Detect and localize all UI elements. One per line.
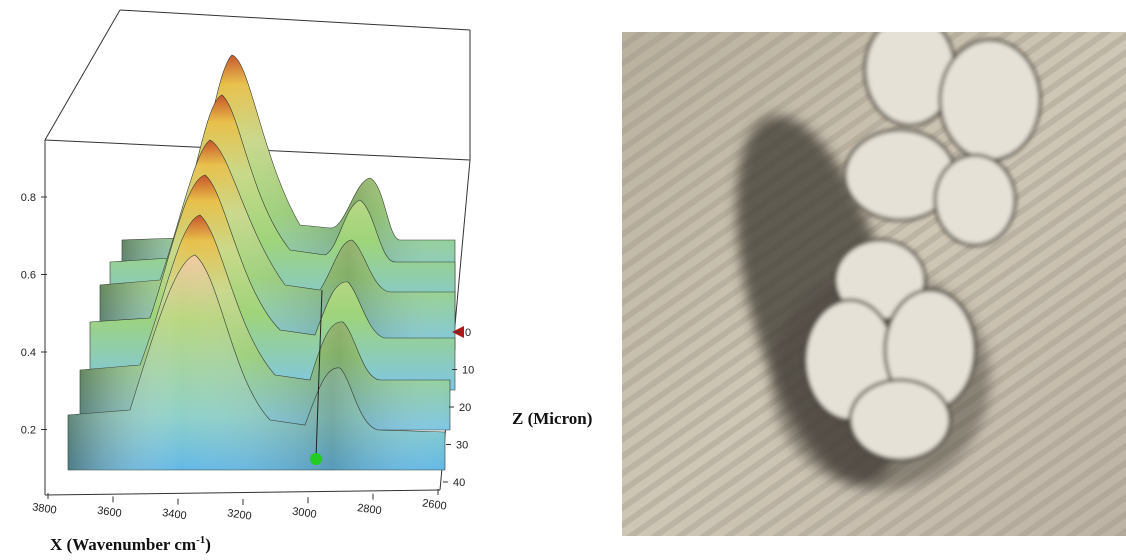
- figure-canvas: X (Wavenumber cm-1) Z (Micron) 0.8 0.6 0.4…: [0, 0, 1126, 560]
- intensity-tick-label: 0.6: [21, 270, 36, 282]
- figure: X (Wavenumber cm-1) Z (Micron) 0.8 0.6 0.4…: [0, 0, 1126, 560]
- cursor-marker: [310, 453, 322, 465]
- depth-tick-label: 20: [459, 402, 471, 414]
- x-axis-label-text: X (Wavenumber cm: [50, 535, 196, 554]
- x-axis-label: X (Wavenumber cm-1): [50, 534, 211, 554]
- depth-tick-label: 30: [456, 440, 468, 452]
- x-axis-label-close: ): [205, 535, 211, 554]
- z-axis-label: Z (Micron): [512, 409, 592, 428]
- depth-tick-label: 10: [462, 365, 474, 377]
- wavenumber-tick-label: 2800: [356, 502, 382, 517]
- wavenumber-tick-label: 2600: [421, 497, 447, 512]
- intensity-tick-label: 0.8: [21, 192, 36, 204]
- wavenumber-tick-label: 3800: [31, 501, 57, 516]
- depth-tick-label: 40: [453, 477, 465, 489]
- wavenumber-tick-label: 3600: [96, 505, 122, 520]
- x-axis-label-sup: -1: [196, 534, 205, 546]
- intensity-tick-label: 0.2: [21, 425, 36, 437]
- wavenumber-tick-label: 3200: [226, 507, 252, 522]
- wavenumber-tick-label: 3400: [161, 507, 187, 522]
- intensity-tick-label: 0.4: [21, 347, 36, 359]
- depth-tick-label: 0: [465, 327, 471, 339]
- microscope-image: [622, 15, 1126, 536]
- wavenumber-tick-label: 3000: [291, 506, 317, 521]
- spectra-surface: [68, 55, 455, 470]
